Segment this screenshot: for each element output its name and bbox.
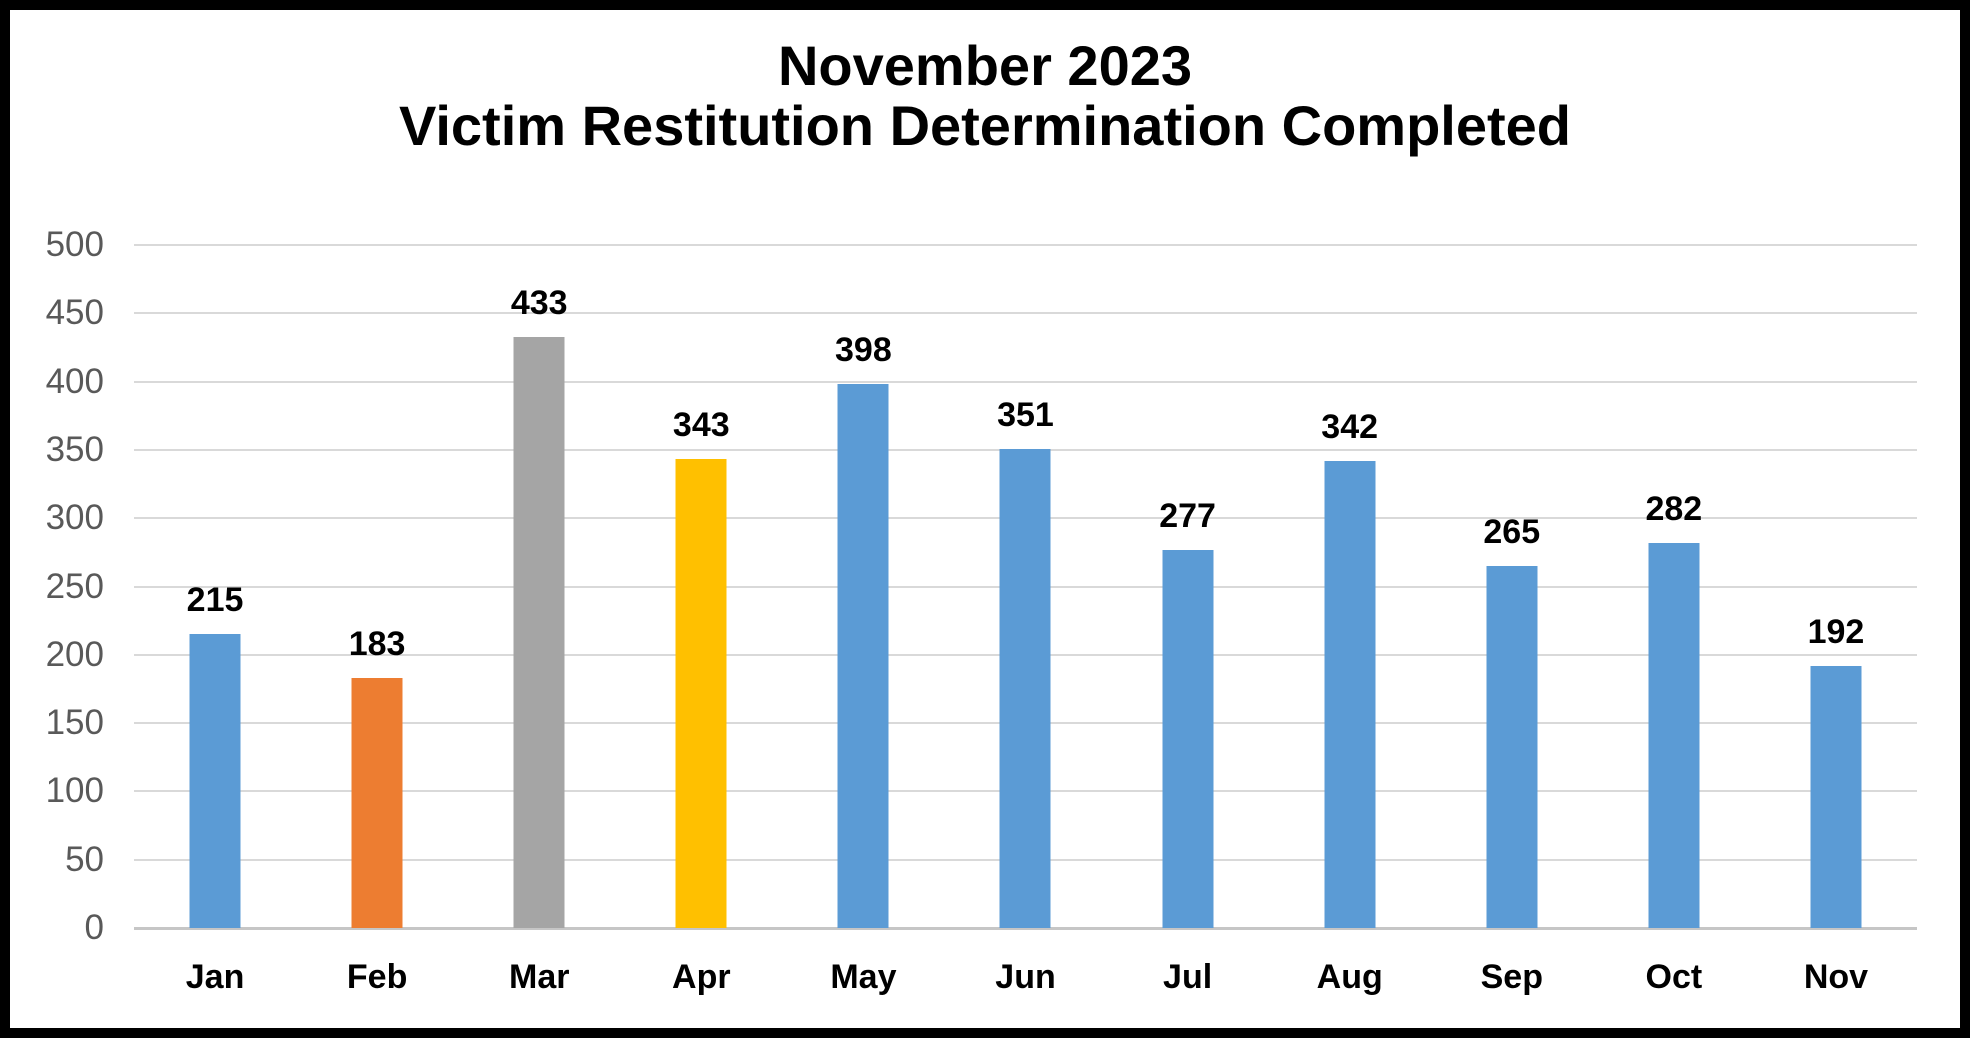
gridline-450 (134, 312, 1917, 315)
bar-oct (1648, 542, 1700, 928)
bar-value-label-may: 398 (835, 331, 892, 370)
bar-slot-oct: 282 (1593, 245, 1755, 928)
bar-slot-mar: 433 (458, 245, 620, 928)
chart-title-line2: Victim Restitution Determination Complet… (399, 94, 1571, 157)
x-tick-label-sep: Sep (1480, 958, 1543, 996)
bar-slot-may: 398 (782, 245, 944, 928)
x-tick-label-may: May (830, 958, 897, 996)
chart-title: November 2023 Victim Restitution Determi… (10, 36, 1960, 156)
bar-jul (1162, 549, 1214, 928)
bar-feb (351, 678, 403, 928)
y-tick-label-100: 100 (45, 771, 104, 811)
bar-value-label-jun: 351 (997, 395, 1054, 434)
bar-slot-apr: 343 (620, 245, 782, 928)
y-axis: 500 450 400 350 300 250 200 150 100 50 0 (28, 225, 104, 947)
bar-slot-jan: 215 (134, 245, 296, 928)
x-tick-label-feb: Feb (346, 958, 408, 996)
bar-apr (675, 459, 727, 928)
bar-value-label-feb: 183 (348, 625, 406, 664)
bar-value-label-jan: 215 (186, 581, 244, 620)
x-tick-label-jul: Jul (1163, 958, 1213, 996)
bar-slot-nov: 192 (1755, 245, 1917, 928)
chart-title-line1: November 2023 (777, 34, 1192, 97)
bar-value-label-jul: 277 (1159, 496, 1216, 535)
plot-area: 215 183 433 343 398 351 277 342 265 282 192 (134, 244, 1917, 930)
y-tick-label-450: 450 (45, 293, 104, 333)
x-tick-label-jun: Jun (995, 958, 1056, 996)
y-tick-label-300: 300 (45, 498, 104, 538)
y-tick-label-200: 200 (45, 634, 104, 674)
bar-value-label-apr: 343 (672, 406, 730, 445)
x-tick-label-oct: Oct (1645, 958, 1703, 996)
bar-mar (513, 336, 565, 928)
y-tick-label-350: 350 (45, 429, 104, 469)
bar-value-label-aug: 342 (1321, 407, 1379, 446)
gridline-400 (134, 380, 1917, 383)
bar-nov (1810, 665, 1862, 928)
bar-slot-jun: 351 (944, 245, 1106, 928)
x-tick-label-aug: Aug (1316, 958, 1383, 996)
x-tick-label-mar: Mar (509, 958, 570, 996)
y-tick-label-500: 500 (45, 225, 104, 264)
bar-slot-aug: 342 (1269, 245, 1431, 928)
x-axis: Jan Feb Mar Apr May Jun Jul Aug Sep Oct Nov (134, 928, 1917, 997)
y-tick-label-0: 0 (84, 908, 104, 947)
bar-value-label-nov: 192 (1807, 612, 1865, 651)
y-tick-label-50: 50 (65, 839, 104, 879)
bar-aug (1324, 460, 1376, 928)
bar-value-label-oct: 282 (1645, 489, 1703, 528)
bar-slot-feb: 183 (296, 245, 458, 928)
y-tick-label-400: 400 (45, 361, 104, 401)
x-tick-label-apr: Apr (672, 958, 731, 996)
bar-value-label-sep: 265 (1483, 513, 1541, 552)
gridline-0 (134, 927, 1917, 930)
gridline-500 (134, 244, 1917, 246)
bar-sep (1486, 566, 1538, 928)
bar-value-label-mar: 433 (510, 283, 568, 322)
x-tick-label-nov: Nov (1803, 958, 1869, 996)
x-tick-label-jan: Jan (185, 958, 245, 996)
bar-slot-jul: 277 (1107, 245, 1269, 928)
y-tick-label-150: 150 (45, 703, 104, 743)
y-tick-label-250: 250 (45, 566, 104, 606)
bar-slot-sep: 265 (1431, 245, 1593, 928)
bar-may (837, 384, 889, 928)
bar-jan (189, 634, 241, 928)
bar-jun (999, 448, 1051, 928)
